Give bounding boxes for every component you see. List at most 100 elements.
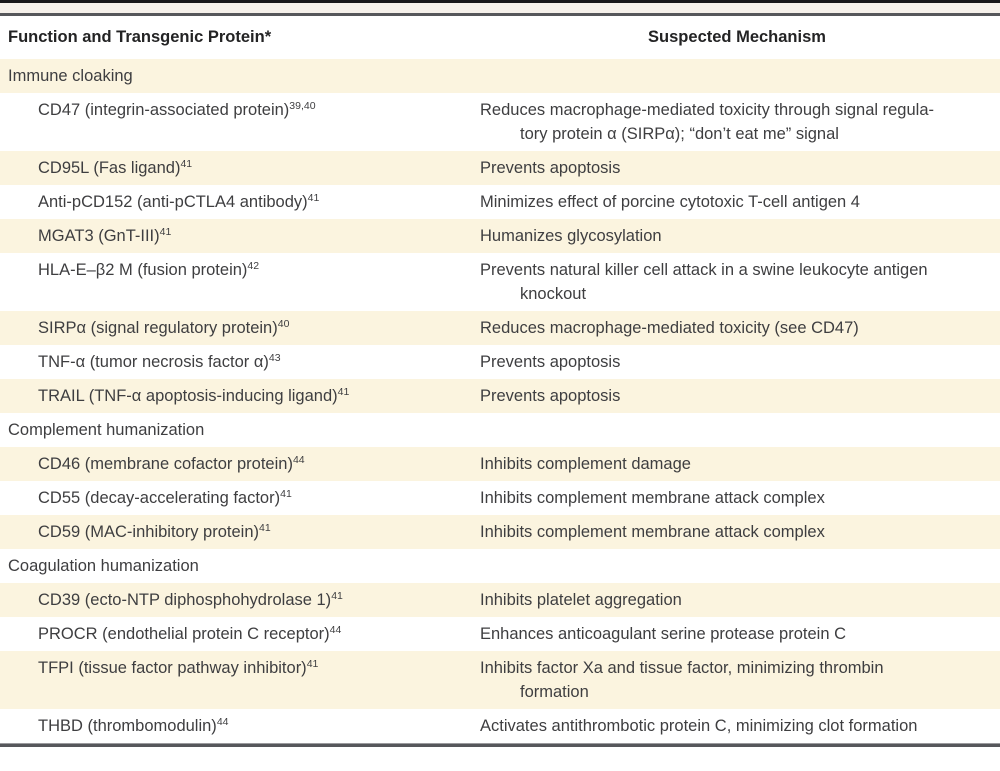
mechanism-cell: Prevents natural killer cell attack in a… [480,258,1000,306]
protein-row: CD95L (Fas ligand)41 Prevents apoptosis [0,151,1000,185]
mechanism-cell: Inhibits complement membrane attack comp… [480,486,1000,510]
protein-name: TRAIL (TNF-α apoptosis-inducing ligand) [38,387,338,405]
mechanism-text: Enhances anticoagulant serine protease p… [480,625,846,643]
mechanism-text: Inhibits complement membrane attack comp… [480,489,825,507]
mechanism-text: Prevents apoptosis [480,159,621,177]
protein-row: CD47 (integrin-associated protein)39,40 … [0,93,1000,151]
mechanism-cell: Inhibits complement membrane attack comp… [480,520,1000,544]
crop-top-line [0,0,1000,3]
section-row: Immune cloaking [0,59,1000,93]
mechanism-cell: Enhances anticoagulant serine protease p… [480,622,1000,646]
protein-name: CD39 (ecto-NTP diphosphohydrolase 1) [38,591,332,609]
mechanism-text: Inhibits factor Xa and tissue factor, mi… [480,659,884,677]
mechanism-cell: Inhibits factor Xa and tissue factor, mi… [480,656,1000,704]
mechanism-continuation: formation [520,683,589,701]
protein-cell: TNF-α (tumor necrosis factor α)43 [0,350,480,374]
protein-cell: CD95L (Fas ligand)41 [0,156,480,180]
column-header-function: Function and Transgenic Protein* [8,28,272,46]
protein-name: CD46 (membrane cofactor protein) [38,455,293,473]
protein-name: TFPI (tissue factor pathway inhibitor) [38,659,307,677]
reference-superscript: 41 [180,158,193,170]
protein-row: PROCR (endothelial protein C receptor)44… [0,617,1000,651]
table-header-row: Function and Transgenic Protein* Suspect… [0,16,1000,59]
protein-row: CD39 (ecto-NTP diphosphohydrolase 1)41 I… [0,583,1000,617]
protein-cell: PROCR (endothelial protein C receptor)44 [0,622,480,646]
mechanism-text: Inhibits platelet aggregation [480,591,682,609]
protein-name: Anti-pCD152 (anti-pCTLA4 antibody) [38,193,308,211]
reference-superscript: 42 [247,260,260,272]
reference-superscript: 41 [307,192,320,204]
protein-name: CD47 (integrin-associated protein) [38,101,290,119]
protein-cell: CD47 (integrin-associated protein)39,40 [0,98,480,146]
section-label: Coagulation humanization [8,557,199,575]
table-top-rule [0,13,1000,16]
protein-name: PROCR (endothelial protein C receptor) [38,625,330,643]
protein-row: THBD (thrombomodulin)44 Activates antith… [0,709,1000,743]
protein-cell: CD39 (ecto-NTP diphosphohydrolase 1)41 [0,588,480,612]
protein-cell: CD59 (MAC-inhibitory protein)41 [0,520,480,544]
protein-name: MGAT3 (GnT-III) [38,227,160,245]
mechanism-cell: Reduces macrophage-mediated toxicity (se… [480,316,1000,340]
protein-row: SIRPα (signal regulatory protein)40 Redu… [0,311,1000,345]
protein-name: CD55 (decay-accelerating factor) [38,489,281,507]
cropped-figure-edge [0,0,1000,13]
reference-superscript: 41 [306,658,319,670]
section-mechanism-empty [480,554,1000,578]
mechanism-text: Minimizes effect of porcine cytotoxic T-… [480,193,860,211]
protein-row: CD59 (MAC-inhibitory protein)41 Inhibits… [0,515,1000,549]
mechanism-cell: Minimizes effect of porcine cytotoxic T-… [480,190,1000,214]
protein-cell: SIRPα (signal regulatory protein)40 [0,316,480,340]
mechanism-text: Prevents natural killer cell attack in a… [480,261,928,279]
protein-name: TNF-α (tumor necrosis factor α) [38,353,269,371]
protein-name: SIRPα (signal regulatory protein) [38,319,278,337]
protein-cell: CD46 (membrane cofactor protein)44 [0,452,480,476]
mechanism-cell: Prevents apoptosis [480,384,1000,408]
protein-cell: TFPI (tissue factor pathway inhibitor)41 [0,656,480,704]
mechanism-text: Reduces macrophage-mediated toxicity thr… [480,101,934,119]
protein-row: CD55 (decay-accelerating factor)41 Inhib… [0,481,1000,515]
reference-superscript: 41 [337,386,350,398]
mechanism-continuation: knockout [520,285,587,303]
reference-superscript: 43 [268,352,281,364]
mechanism-text: Prevents apoptosis [480,387,621,405]
reference-superscript: 41 [159,226,172,238]
section-row: Complement humanization [0,413,1000,447]
protein-row: MGAT3 (GnT-III)41 Humanizes glycosylatio… [0,219,1000,253]
section-label: Immune cloaking [8,67,133,85]
protein-cell: HLA-E–β2 M (fusion protein)42 [0,258,480,306]
protein-name: CD95L (Fas ligand) [38,159,181,177]
mechanism-cell: Reduces macrophage-mediated toxicity thr… [480,98,1000,146]
section-label: Complement humanization [8,421,205,439]
reference-superscript: 39,40 [289,100,316,112]
mechanism-text: Inhibits complement membrane attack comp… [480,523,825,541]
column-header-mechanism: Suspected Mechanism [648,28,826,46]
reference-superscript: 40 [277,318,290,330]
protein-name: CD59 (MAC-inhibitory protein) [38,523,259,541]
reference-superscript: 41 [280,488,292,500]
protein-row: TFPI (tissue factor pathway inhibitor)41… [0,651,1000,709]
protein-row: Anti-pCD152 (anti-pCTLA4 antibody)41 Min… [0,185,1000,219]
protein-name: HLA-E–β2 M (fusion protein) [38,261,248,279]
mechanism-text: Inhibits complement damage [480,455,691,473]
protein-name: THBD (thrombomodulin) [38,717,217,735]
reference-superscript: 44 [292,454,305,466]
reference-superscript: 41 [331,590,343,602]
protein-cell: TRAIL (TNF-α apoptosis-inducing ligand)4… [0,384,480,408]
mechanism-cell: Prevents apoptosis [480,156,1000,180]
protein-row: TRAIL (TNF-α apoptosis-inducing ligand)4… [0,379,1000,413]
mechanism-cell: Inhibits complement damage [480,452,1000,476]
table-bottom-rule [0,743,1000,747]
protein-cell: CD55 (decay-accelerating factor)41 [0,486,480,510]
reference-superscript: 44 [329,624,342,636]
protein-row: HLA-E–β2 M (fusion protein)42 Prevents n… [0,253,1000,311]
section-row: Coagulation humanization [0,549,1000,583]
mechanism-cell: Prevents apoptosis [480,350,1000,374]
mechanism-text: Humanizes glycosylation [480,227,662,245]
mechanism-cell: Inhibits platelet aggregation [480,588,1000,612]
section-mechanism-empty [480,64,1000,88]
mechanism-cell: Humanizes glycosylation [480,224,1000,248]
mechanism-continuation: tory protein α (SIRPα); “don’t eat me” s… [520,125,839,143]
section-mechanism-empty [480,418,1000,442]
reference-superscript: 41 [259,522,271,534]
